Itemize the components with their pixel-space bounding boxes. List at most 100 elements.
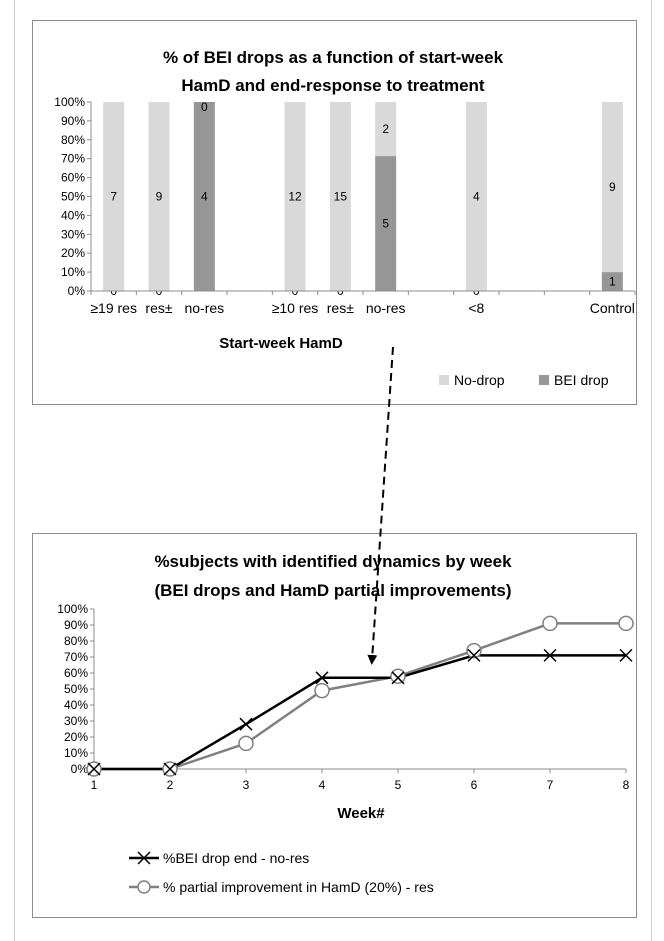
line-chart-title-line-2: (BEI drops and HamD partial improvements… [154,581,511,600]
line-x-tick-label: 8 [623,778,630,792]
bar-segment-no-drop [465,102,487,291]
line-chart-x-axis: 1 2 3 4 5 6 7 8 [91,768,630,792]
legend-swatch-bei-drop [539,375,549,385]
bar-y-tick-label: 80% [61,133,85,147]
series-point-partial-improvement [542,615,558,632]
bar-y-tick-label: 40% [61,208,85,222]
bar-data-label: 12 [288,190,302,204]
bar-y-tick-label: 30% [61,227,85,241]
line-y-tick-label: 70% [64,650,88,664]
bar-y-tick-label: 50% [61,190,85,204]
bar-data-label: 9 [156,190,163,204]
bar-chart-panel: % of BEI drops as a function of start-we… [32,20,637,405]
bar-data-label: 4 [201,190,208,204]
bar-data-label: 5 [382,217,389,231]
bar-segment-bei-drop [375,156,397,291]
line-chart-x-axis-label: Week# [337,805,385,822]
series-line-partial-improvement [94,622,626,771]
line-chart-y-axis: 0% 10% 20% 30% 40% 50% 60% 70% 80% 90% 100% [57,602,95,776]
bar-y-tick-label: 60% [61,171,85,185]
bar-segment-no-drop [103,102,125,291]
bar-chart-x-axis-label: Start-week HamD [219,335,343,352]
series-point-partial-improvement [390,668,406,684]
bar-chart-x-axis: ≥19 res res± no-res ≥10 res res± no-res <8 Cont… [90,290,636,316]
bar-segment-no-drop [375,102,397,157]
bar-y-tick-label: 10% [61,265,85,279]
bar-segment-no-drop [329,102,351,291]
line-y-tick-label: 80% [64,634,88,648]
bar-y-tick-label: 100% [54,95,85,109]
line-chart-title-line-1: %subjects with identified dynamics by we… [154,552,512,571]
series-point-partial-improvement [314,682,330,699]
series-point-bei-drop [467,648,481,662]
series-point-bei-drop [163,762,177,776]
line-y-tick-label: 60% [64,666,88,680]
series-point-partial-improvement [238,735,254,752]
line-chart: %subjects with identified dynamics by we… [57,552,634,895]
bar-segment-no-drop [284,102,306,291]
line-chart-series [86,615,634,777]
bar-category-label: res± [145,300,172,316]
bar-segment-no-drop [148,102,170,291]
line-y-tick-label: 0% [71,762,89,776]
line-chart-legend: %BEI drop end - no-res % partial improve… [129,850,434,895]
series-point-bei-drop [391,671,405,685]
line-x-tick-label: 3 [243,778,250,792]
series-line-bei-drop [94,654,626,771]
legend-marker-x [137,851,151,865]
series-point-bei-drop [619,648,633,662]
series-point-bei-drop [87,762,101,776]
bar-segment-bei-drop [601,272,623,291]
bar-data-label: 0 [201,100,208,114]
bar-category-label: Control [590,300,635,316]
legend-label-partial-improvement: % partial improvement in HamD (20%) - re… [163,879,434,895]
bar-y-tick-label: 20% [61,246,85,260]
line-y-tick-label: 10% [64,746,88,760]
bar-category-label: <8 [468,300,484,316]
bar-data-label: 4 [473,190,480,204]
line-y-tick-label: 90% [64,618,88,632]
line-chart-panel: %subjects with identified dynamics by we… [32,533,637,918]
line-x-tick-label: 1 [91,778,98,792]
line-x-tick-label: 4 [319,778,326,792]
line-y-tick-label: 20% [64,730,88,744]
bar-data-label: 9 [609,180,616,194]
bar-data-label: 1 [609,275,616,289]
bar-category-label: ≥19 res [90,300,137,316]
legend-marker-o [137,880,151,894]
bar-y-tick-label: 90% [61,114,85,128]
bar-chart-y-axis: 0% 10% 20% 30% 40% 50% 60% 70% 80% 90% 100% [54,95,92,298]
legend-label-bei-drop-end: %BEI drop end - no-res [163,850,309,866]
legend-label-no-drop: No-drop [454,372,505,388]
bar-data-label: 2 [382,122,389,136]
bar-category-label: no-res [184,300,224,316]
line-x-tick-label: 7 [547,778,554,792]
bar-chart-title-line-1: % of BEI drops as a function of start-we… [163,48,504,67]
legend-label-bei-drop: BEI drop [554,372,609,388]
dashed-connector-arrow [367,346,394,665]
bar-chart-legend: No-drop BEI drop [439,372,609,388]
bar-data-label: 7 [110,190,117,204]
line-x-tick-label: 5 [395,778,402,792]
bar-data-label: 15 [334,190,348,204]
page-frame [14,0,652,941]
line-x-tick-label: 2 [167,778,174,792]
line-x-tick-label: 6 [471,778,478,792]
series-point-bei-drop [543,648,557,662]
line-y-tick-label: 100% [57,602,88,616]
bar-y-tick-label: 0% [68,284,86,298]
line-y-tick-label: 50% [64,682,88,696]
bar-category-label: res± [327,300,354,316]
bar-category-label: no-res [366,300,406,316]
bar-segment-bei-drop [193,102,215,291]
bar-y-tick-label: 70% [61,152,85,166]
series-point-bei-drop [239,717,253,731]
series-point-bei-drop [315,671,329,685]
bar-category-label: ≥10 res [272,300,319,316]
bar-segment-no-drop [601,102,623,273]
series-point-partial-improvement [466,642,482,659]
bar-chart-title-line-2: HamD and end-response to treatment [181,76,485,95]
legend-swatch-no-drop [439,375,449,385]
line-y-tick-label: 30% [64,714,88,728]
